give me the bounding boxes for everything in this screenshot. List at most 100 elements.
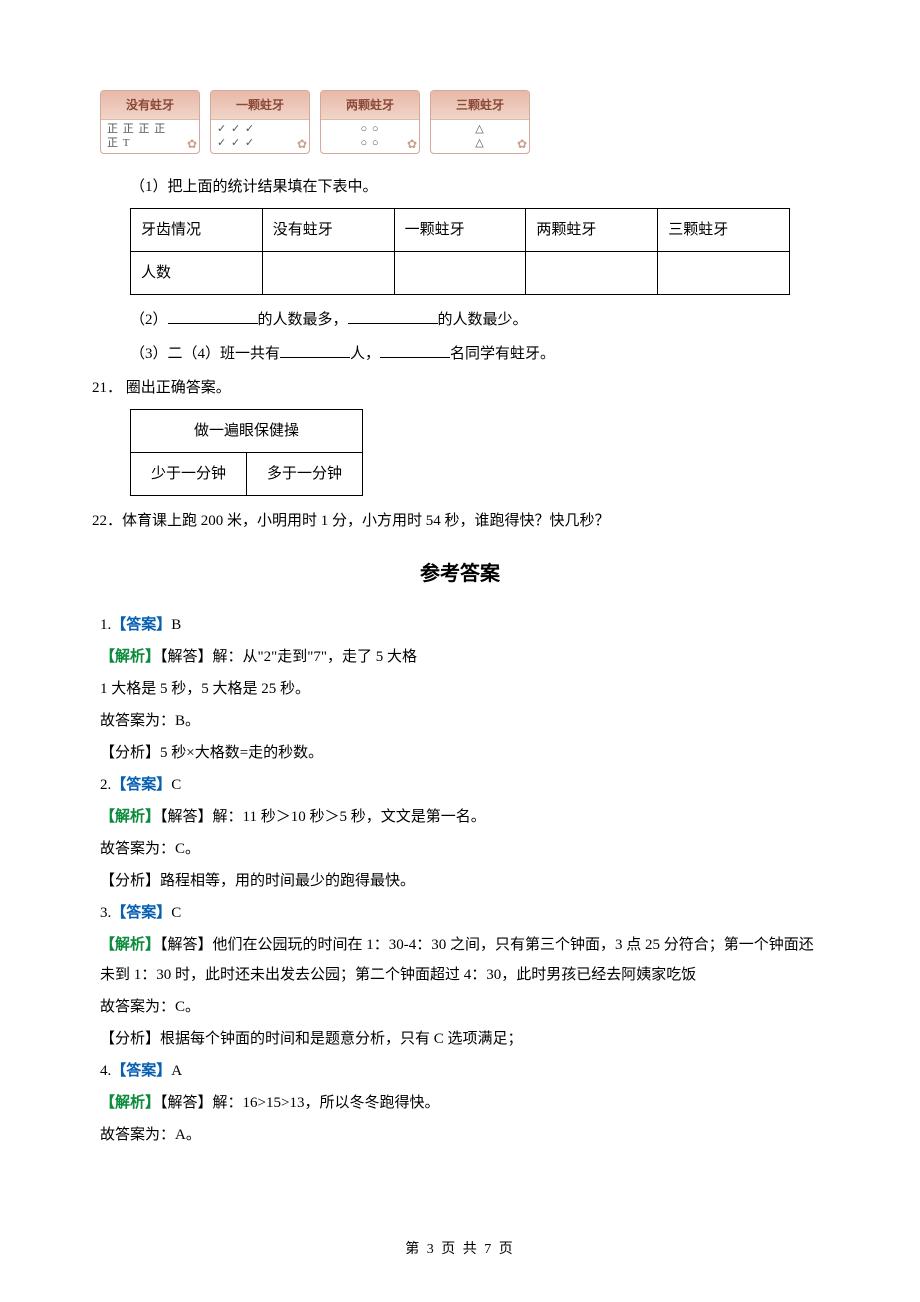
answer-label: 【答案】 <box>111 617 171 633</box>
answer-label: 【答案】 <box>111 905 171 921</box>
card-corner-icon: ✿ <box>517 137 528 153</box>
fill-blank <box>380 343 450 358</box>
table-row: 人数 <box>131 251 790 294</box>
card-corner-icon: ✿ <box>407 137 418 153</box>
table-row: 做一遍眼保健操 <box>131 409 363 452</box>
answer-block-4: 4.【答案】A <box>100 1056 820 1086</box>
tally-header: 三颗蛀牙 <box>431 91 529 120</box>
q21-option-left: 少于一分钟 <box>131 452 247 495</box>
footer-total: 7 <box>484 1242 493 1257</box>
solve-label: 【解答】 <box>160 809 213 825</box>
tally-header: 没有蛀牙 <box>101 91 199 120</box>
table-cell-empty <box>262 251 394 294</box>
tally-body: △ △ ✿ <box>431 120 529 153</box>
tally-cards-row: 没有蛀牙 正 正 正 正 正 T ✿ 一颗蛀牙 ✓ ✓ ✓ ✓ ✓ ✓ ✿ 两颗… <box>100 90 820 154</box>
tally-line1: 正 正 正 正 <box>107 123 166 135</box>
solve-label: 【解答】 <box>160 937 213 953</box>
answer-label: 【答案】 <box>111 777 171 793</box>
tally-line2: 正 T <box>107 137 130 149</box>
answer-value: B <box>171 617 181 633</box>
answer-value: C <box>171 777 181 793</box>
extra-line: 故答案为：C。 <box>100 992 820 1022</box>
table-cell: 人数 <box>131 251 263 294</box>
tally-card-none: 没有蛀牙 正 正 正 正 正 T ✿ <box>100 90 200 154</box>
tally-body: 正 正 正 正 正 T ✿ <box>101 120 199 153</box>
answer-num: 2. <box>100 777 111 793</box>
parse-text: 解：从"2"走到"7"，走了 5 大格 <box>213 649 418 665</box>
tally-body: ✓ ✓ ✓ ✓ ✓ ✓ ✿ <box>211 120 309 153</box>
tally-card-two: 两颗蛀牙 ○ ○ ○ ○ ✿ <box>320 90 420 154</box>
table-row: 牙齿情况 没有蛀牙 一颗蛀牙 两颗蛀牙 三颗蛀牙 <box>131 208 790 251</box>
tally-card-one: 一颗蛀牙 ✓ ✓ ✓ ✓ ✓ ✓ ✿ <box>210 90 310 154</box>
table-row: 少于一分钟 多于一分钟 <box>131 452 363 495</box>
tally-card-three: 三颗蛀牙 △ △ ✿ <box>430 90 530 154</box>
extra-line: 故答案为：C。 <box>100 834 820 864</box>
answer-value: C <box>171 905 181 921</box>
answer-num: 4. <box>100 1063 111 1079</box>
tally-line2: ○ ○ <box>360 137 379 149</box>
answer-block-2: 2.【答案】C <box>100 770 820 800</box>
page-footer: 第 3 页 共 7 页 <box>0 1236 920 1264</box>
analysis-text: 根据每个钟面的时间和是题意分析，只有 C 选项满足； <box>160 1031 523 1047</box>
parse-label: 【解析】 <box>100 649 160 665</box>
extra-line: 1 大格是 5 秒，5 大格是 25 秒。 <box>100 674 820 704</box>
answers-title: 参考答案 <box>100 554 820 594</box>
tally-header: 两颗蛀牙 <box>321 91 419 120</box>
q20-sub3: （3）二（4）班一共有人，名同学有蛀牙。 <box>100 339 820 369</box>
analysis-label: 【分析】 <box>100 873 160 889</box>
card-corner-icon: ✿ <box>297 137 308 153</box>
text: 人， <box>350 346 380 362</box>
q21-header: 做一遍眼保健操 <box>131 409 363 452</box>
solve-label: 【解答】 <box>160 1095 213 1111</box>
q21-table: 做一遍眼保健操 少于一分钟 多于一分钟 <box>130 409 363 496</box>
analysis-label: 【分析】 <box>100 1031 160 1047</box>
extra-line: 故答案为：B。 <box>100 706 820 736</box>
answer-block-1: 1.【答案】B <box>100 610 820 640</box>
footer-pre: 第 <box>405 1242 427 1257</box>
tally-line1: △ <box>475 123 484 135</box>
parse-label: 【解析】 <box>100 937 160 953</box>
analysis-text: 路程相等，用的时间最少的跑得最快。 <box>160 873 415 889</box>
analysis-line: 【分析】路程相等，用的时间最少的跑得最快。 <box>100 866 820 896</box>
tally-header: 一颗蛀牙 <box>211 91 309 120</box>
answer-num: 3. <box>100 905 111 921</box>
q22-text: 22．体育课上跑 200 米，小明用时 1 分，小方用时 54 秒，谁跑得快？快… <box>92 506 820 536</box>
solve-label: 【解答】 <box>160 649 213 665</box>
fill-blank <box>168 309 258 324</box>
tally-body: ○ ○ ○ ○ ✿ <box>321 120 419 153</box>
analysis-line: 【分析】根据每个钟面的时间和是题意分析，只有 C 选项满足； <box>100 1024 820 1054</box>
extra-line: 故答案为：A。 <box>100 1120 820 1150</box>
footer-mid: 页 共 <box>436 1242 485 1257</box>
fill-blank <box>348 309 438 324</box>
table-cell-empty <box>394 251 526 294</box>
parse-line: 【解析】【解答】解：11 秒＞10 秒＞5 秒，文文是第一名。 <box>100 802 820 832</box>
analysis-text: 5 秒×大格数=走的秒数。 <box>160 745 323 761</box>
table-cell-empty <box>658 251 790 294</box>
parse-label: 【解析】 <box>100 1095 160 1111</box>
parse-text: 解：16>15>13，所以冬冬跑得快。 <box>213 1095 440 1111</box>
parse-line: 【解析】【解答】解：从"2"走到"7"，走了 5 大格 <box>100 642 820 672</box>
analysis-line: 【分析】5 秒×大格数=走的秒数。 <box>100 738 820 768</box>
parse-line: 【解析】【解答】他们在公园玩的时间在 1：30-4：30 之间，只有第三个钟面，… <box>100 930 820 990</box>
table-cell-empty <box>526 251 658 294</box>
card-corner-icon: ✿ <box>187 137 198 153</box>
footer-post: 页 <box>493 1242 515 1257</box>
answer-value: A <box>171 1063 182 1079</box>
q20-sub2: （2）的人数最多，的人数最少。 <box>100 305 820 335</box>
tally-line1: ✓ ✓ ✓ <box>217 123 255 135</box>
tally-line1: ○ ○ <box>360 123 379 135</box>
table-cell: 一颗蛀牙 <box>394 208 526 251</box>
text: 的人数最多， <box>258 312 348 328</box>
text: （2） <box>130 312 168 328</box>
answer-block-3: 3.【答案】C <box>100 898 820 928</box>
fill-blank <box>280 343 350 358</box>
table-cell: 两颗蛀牙 <box>526 208 658 251</box>
q21-label: 21． 圈出正确答案。 <box>92 373 820 403</box>
parse-label: 【解析】 <box>100 809 160 825</box>
q21-option-right: 多于一分钟 <box>247 452 363 495</box>
tally-line2: △ <box>475 137 484 149</box>
text: 名同学有蛀牙。 <box>450 346 555 362</box>
table-cell: 三颗蛀牙 <box>658 208 790 251</box>
q20-sub1: （1）把上面的统计结果填在下表中。 <box>100 172 820 202</box>
answer-num: 1. <box>100 617 111 633</box>
